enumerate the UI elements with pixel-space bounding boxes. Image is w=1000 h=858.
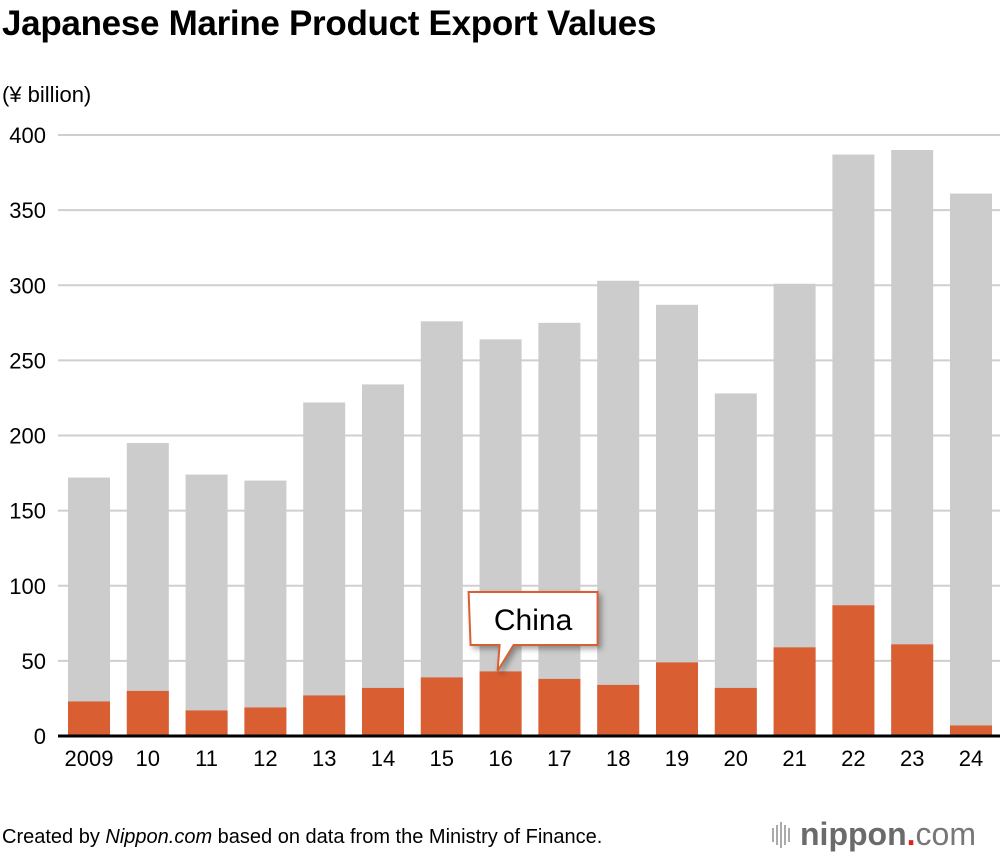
y-tick-label: 150 [9,499,46,524]
total-bar [597,280,640,736]
logo-name: nippon [800,816,907,852]
x-tick-label: 22 [841,746,865,771]
y-tick-label: 250 [9,348,46,373]
china-bar [244,707,287,736]
x-tick-label: 2009 [65,746,114,771]
nippon-logo: nippon. com [772,816,976,853]
total-bar [420,321,463,736]
logo-tld: com [915,816,976,852]
china-callout [467,591,599,672]
x-tick-label: 12 [253,746,277,771]
logo-dot: . [906,816,916,852]
china-bar [832,605,875,736]
total-bar [714,393,757,736]
total-bar [362,384,404,736]
source-suffix: based on data from the Ministry of Finan… [212,826,603,848]
china-bar [714,687,757,736]
china-bar [68,701,110,736]
x-tick-label: 21 [782,746,806,771]
y-tick-label: 0 [34,724,46,749]
x-tick-label: 11 [195,746,218,771]
total-bar [185,474,228,736]
china-bar [597,684,640,736]
total-bar [538,322,581,736]
total-bar [303,402,346,736]
x-tick-label: 15 [430,746,454,771]
source-site: Nippon.com [105,826,213,848]
x-tick-label: 16 [488,746,512,771]
x-tick-label: 14 [371,746,395,771]
y-tick-label: 350 [9,198,46,223]
y-tick-label: 100 [9,574,46,599]
total-bar [68,477,110,736]
china-bar [126,690,169,736]
y-tick-label: 50 [22,649,46,674]
source-prefix: Created by [2,826,106,848]
total-bar [479,339,522,736]
total-bar [244,480,287,736]
china-bar [185,710,228,736]
x-tick-label: 24 [959,746,983,771]
x-tick-label: 23 [900,746,924,771]
total-bar [126,443,169,736]
x-tick-label: 19 [665,746,689,771]
china-bar [303,695,346,736]
x-tick-label: 20 [724,746,748,771]
chart: 0 50 100 150 200 250 300 350 400 2009 10 11 12 13 14 15… [9,123,1000,771]
china-bar [420,677,463,736]
source-note: Created by Nippon.com based on data from… [2,826,602,849]
logo-bars-icon [772,821,790,848]
total-bar [950,193,992,736]
china-bar [656,662,698,736]
x-tick-label: 10 [136,746,160,771]
total-bar [891,150,934,736]
chart-title: Japanese Marine Product Export Values [2,4,657,43]
china-bar [362,687,404,736]
china-bar [538,678,581,736]
x-tick-label: 13 [312,746,336,771]
y-tick-label: 300 [9,273,46,298]
china-bar [479,671,522,736]
china-bar [891,644,934,736]
china-bar [773,647,816,736]
y-axis-unit: (¥ billion) [2,82,92,107]
x-tick-label: 17 [547,746,571,771]
china-callout-label: China [494,604,573,637]
x-tick-label: 18 [606,746,630,771]
y-tick-label: 200 [9,424,46,449]
china-bar [950,725,992,736]
y-tick-label: 400 [9,123,46,148]
